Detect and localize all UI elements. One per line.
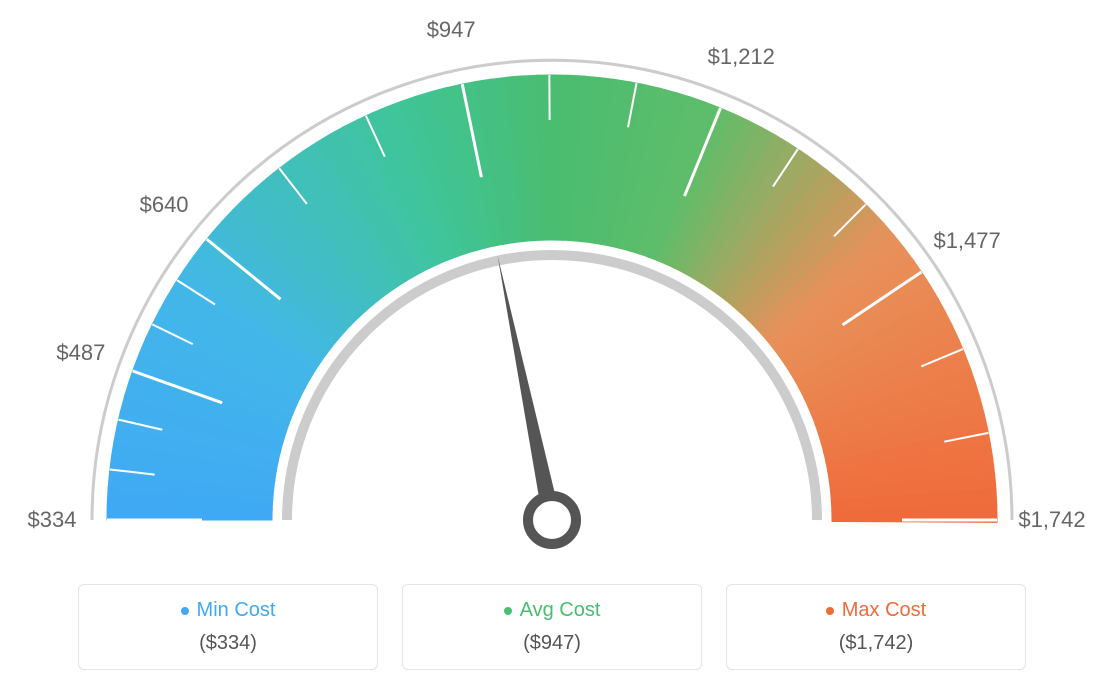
needle-hub bbox=[528, 496, 576, 544]
scale-label: $334 bbox=[28, 507, 77, 533]
legend-row: Min Cost ($334) Avg Cost ($947) Max Cost… bbox=[0, 584, 1104, 670]
needle bbox=[498, 256, 561, 522]
scale-label: $1,212 bbox=[708, 44, 775, 70]
legend-title-avg: Avg Cost bbox=[504, 599, 601, 622]
scale-label: $640 bbox=[140, 192, 189, 218]
legend-title-max: Max Cost bbox=[826, 599, 926, 622]
legend-label-avg: Avg Cost bbox=[520, 599, 601, 622]
legend-label-min: Min Cost bbox=[197, 599, 276, 622]
legend-value-min: ($334) bbox=[89, 632, 367, 655]
legend-dot-min bbox=[181, 607, 189, 615]
gauge-area: $334 $487 $640 $947 $1,212 $1,477 $1,742 bbox=[0, 0, 1104, 560]
scale-label: $1,477 bbox=[933, 228, 1000, 254]
legend-value-max: ($1,742) bbox=[737, 632, 1015, 655]
legend-value-avg: ($947) bbox=[413, 632, 691, 655]
legend-dot-avg bbox=[504, 607, 512, 615]
legend-card-min: Min Cost ($334) bbox=[78, 584, 378, 670]
legend-dot-max bbox=[826, 607, 834, 615]
gauge-svg bbox=[0, 0, 1104, 560]
legend-label-max: Max Cost bbox=[842, 599, 926, 622]
scale-label: $487 bbox=[56, 340, 105, 366]
gauge-band bbox=[107, 75, 997, 522]
scale-label: $947 bbox=[427, 17, 476, 43]
cost-gauge-widget: $334 $487 $640 $947 $1,212 $1,477 $1,742 Min C… bbox=[0, 0, 1104, 690]
legend-title-min: Min Cost bbox=[181, 599, 276, 622]
scale-label: $1,742 bbox=[1018, 507, 1085, 533]
legend-card-max: Max Cost ($1,742) bbox=[726, 584, 1026, 670]
legend-card-avg: Avg Cost ($947) bbox=[402, 584, 702, 670]
